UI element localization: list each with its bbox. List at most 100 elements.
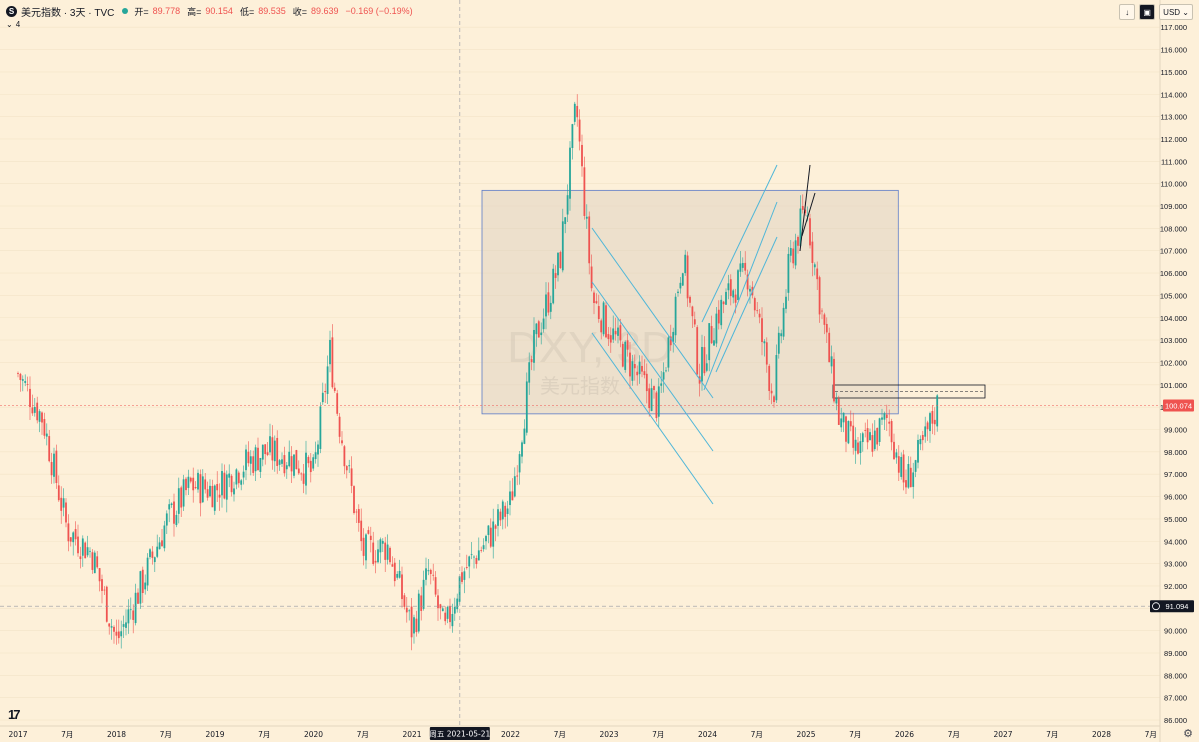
candle-body [823, 314, 826, 325]
candle-body [566, 195, 569, 215]
channel-trendline[interactable] [591, 227, 714, 399]
candle-body [811, 241, 814, 263]
candle-body [919, 438, 922, 445]
candle-body [425, 568, 427, 580]
candle-body [26, 384, 29, 385]
candle-body [473, 556, 475, 558]
candle-body [156, 546, 159, 557]
candle-body [84, 542, 87, 559]
candle-body [153, 557, 156, 563]
candle-body [21, 379, 24, 381]
candle-body [631, 361, 634, 381]
candle-body [619, 325, 622, 341]
price-tick-label: 99.000 [1164, 426, 1187, 435]
time-scale[interactable]: 2017 7月 2018 7月 2019 7月 2020 7月 2021 7月 2022 7月 2023… [0, 725, 1160, 739]
time-tick-label: 7月 [160, 730, 172, 739]
candlestick-series [17, 94, 939, 651]
dark-trendline[interactable] [799, 164, 811, 252]
channel-trendline[interactable] [591, 281, 714, 452]
candle-body [583, 167, 586, 216]
candle-body [72, 532, 75, 543]
gear-icon[interactable]: ⚙ [1183, 728, 1193, 740]
indicators-toggle[interactable]: ⌄ 4 [6, 20, 20, 29]
candle-body [115, 631, 118, 636]
symbol-legend[interactable]: S 美元指数 · 3天 · TVC 开= 89.778 高= 90.154 低= 89… [6, 4, 416, 19]
candle-body [809, 218, 811, 246]
candle-body [717, 309, 720, 324]
candle-body [516, 475, 519, 477]
candle-body [305, 452, 307, 486]
dark-trendline[interactable] [801, 192, 816, 237]
candle-body [633, 364, 636, 369]
candle-body [91, 552, 94, 570]
candle-body [151, 551, 154, 558]
candle-body [665, 370, 667, 372]
candle-body [69, 537, 72, 542]
candle-body [463, 571, 466, 580]
candle-body [909, 467, 912, 488]
candle-body [468, 556, 471, 567]
channel-trendline[interactable] [715, 236, 778, 373]
candle-body [165, 513, 168, 526]
candle-body [343, 446, 346, 467]
download-icon[interactable]: ↓ [1119, 4, 1136, 20]
candle-body [761, 318, 763, 343]
currency-select[interactable]: USD ⌄ [1159, 4, 1193, 20]
candle-body [897, 456, 900, 473]
settings-toggle-icon[interactable]: ▣ [1139, 4, 1156, 20]
candle-body [314, 452, 317, 460]
crosshair-price-badge [1150, 600, 1194, 613]
channel-trendline[interactable] [701, 164, 778, 323]
price-tick-label: 112.000 [1160, 135, 1187, 144]
candle-body [65, 502, 67, 523]
candle-body [401, 574, 403, 600]
candle-body [753, 298, 756, 311]
candle-body [528, 362, 531, 383]
candle-body [350, 468, 353, 486]
price-tick-label: 103.000 [1160, 336, 1187, 345]
candle-body [396, 573, 399, 578]
price-tick-label: 88.000 [1164, 671, 1187, 680]
price-tick-label: 93.000 [1164, 560, 1187, 569]
chevron-down-icon: ⌄ [1182, 7, 1189, 17]
candle-body [686, 255, 689, 299]
candle-body [379, 539, 382, 553]
candle-body [403, 595, 406, 607]
candle-body [794, 240, 797, 266]
chevron-down-icon: ⌄ [6, 20, 13, 29]
price-tick-label: 108.000 [1160, 224, 1187, 233]
candle-body [19, 373, 22, 381]
candle-body [787, 253, 790, 293]
candle-body [533, 329, 535, 363]
candle-body [247, 451, 250, 464]
candle-body [451, 613, 454, 627]
candle-body [55, 450, 58, 484]
candle-body [249, 456, 252, 464]
candle-body [624, 341, 627, 370]
symbol-title[interactable]: 美元指数 · 3天 · TVC [21, 7, 115, 19]
candle-body [290, 456, 293, 472]
plus-circle-icon [1152, 602, 1160, 611]
candle-body [763, 341, 766, 344]
candle-body [365, 534, 367, 561]
tradingview-logo-icon[interactable]: 17 [8, 707, 21, 722]
candle-body [645, 373, 648, 392]
small-range-box[interactable] [832, 384, 986, 399]
candle-body [521, 442, 523, 457]
candle-body [139, 571, 142, 604]
high-label: 高= [187, 6, 202, 17]
price-scale[interactable]: 117.000 116.000 115.000 114.000 113.000 112.0… [1159, 0, 1187, 742]
candle-body [194, 487, 197, 489]
candle-body [487, 525, 490, 536]
candle-body [833, 358, 835, 402]
channel-trendline[interactable] [703, 201, 778, 391]
indicator-count: 4 [15, 20, 21, 29]
candle-body [67, 523, 70, 542]
candle-body [79, 556, 82, 560]
channel-trendline[interactable] [591, 332, 714, 505]
candle-body [444, 612, 447, 622]
price-tick-label: 92.000 [1164, 582, 1187, 591]
candle-body [353, 486, 355, 513]
trendline-drawings[interactable] [591, 164, 816, 505]
